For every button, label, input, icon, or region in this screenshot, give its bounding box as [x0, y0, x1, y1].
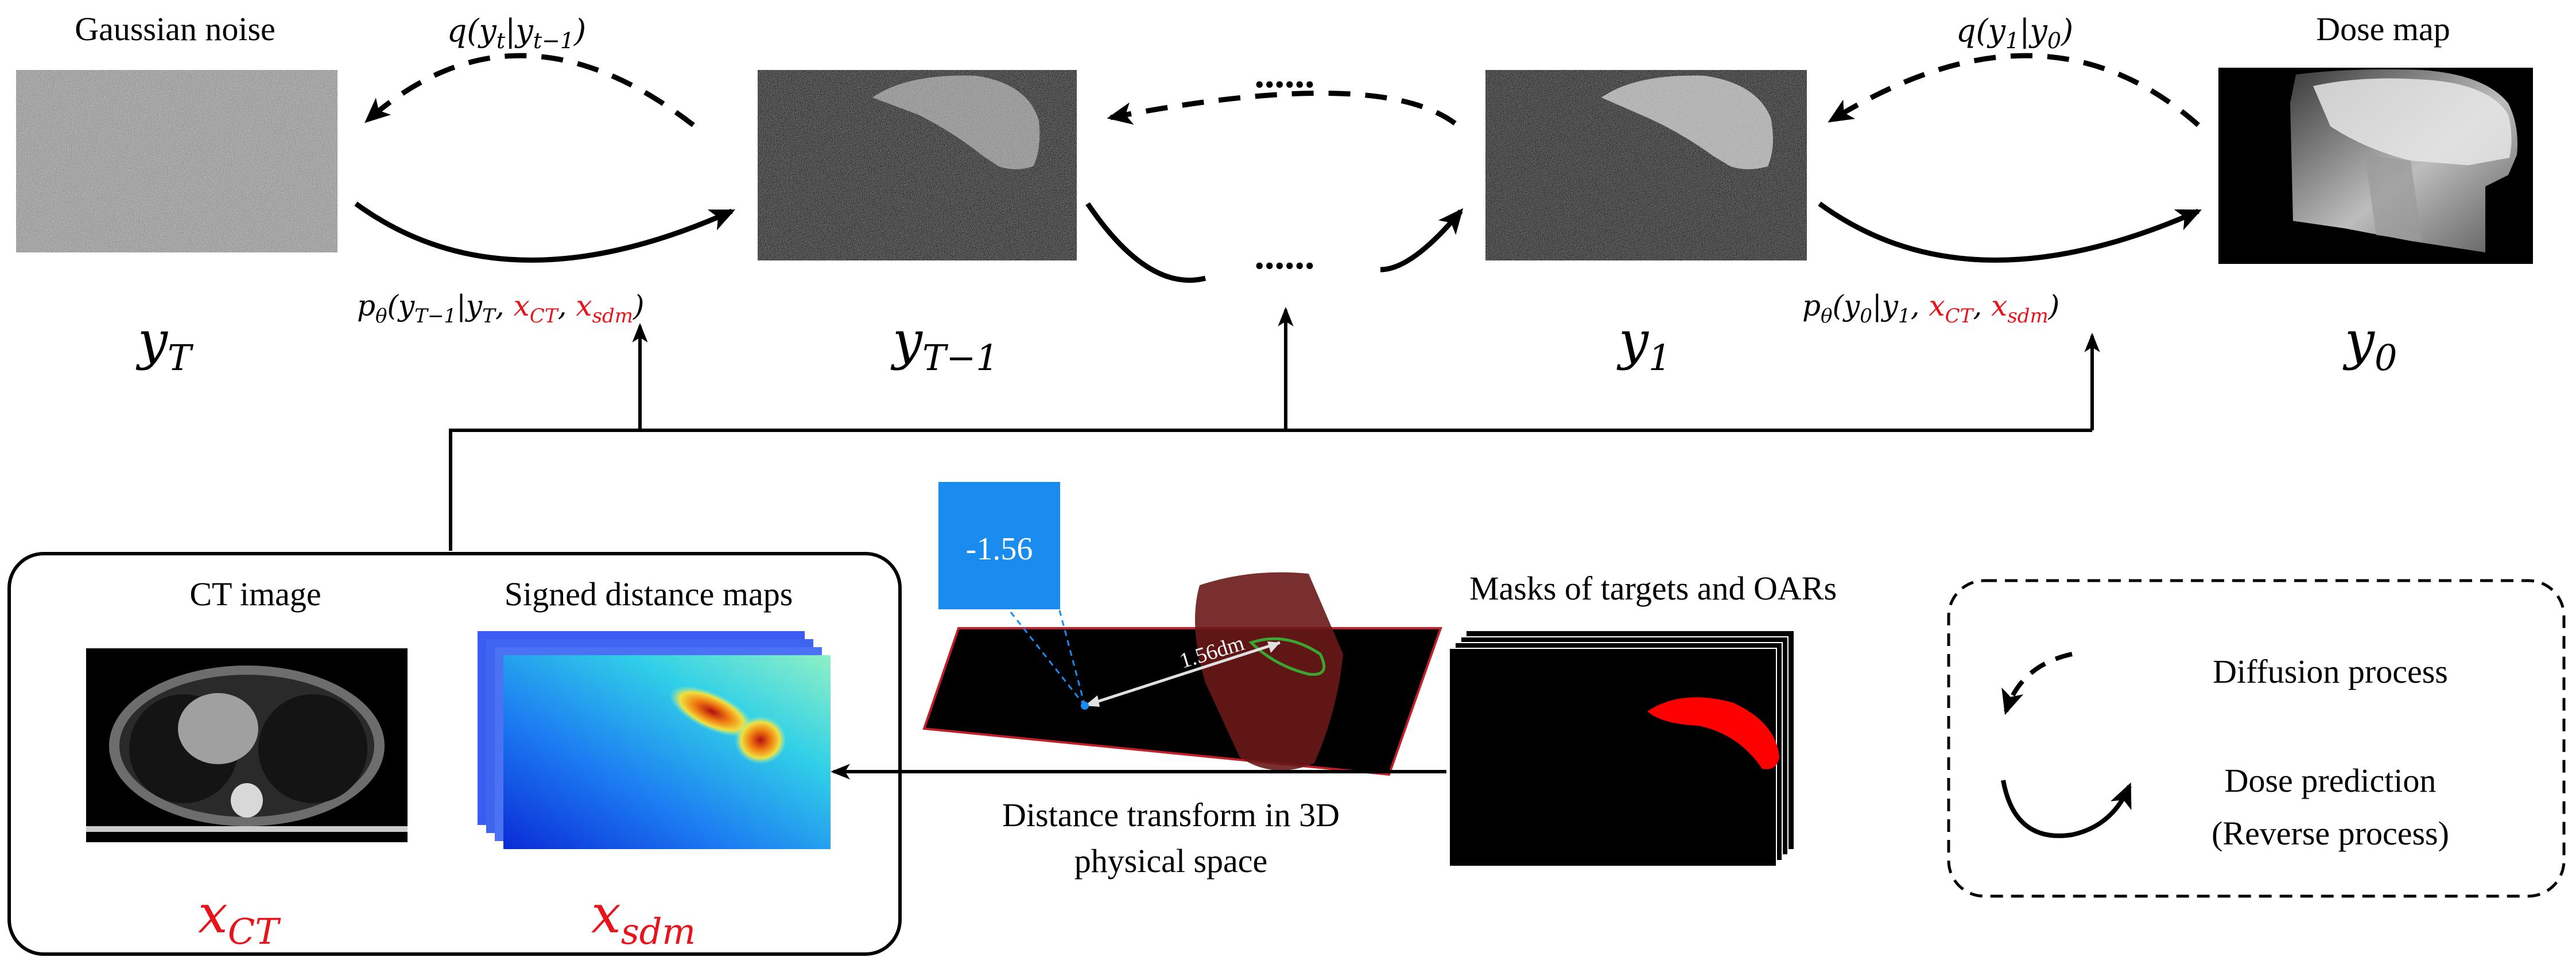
- sdm-stack: [478, 631, 831, 849]
- masks-stack: [1449, 631, 1794, 867]
- legend-reverse-icon: [2001, 780, 2132, 838]
- reverse-arrow-2-right: [1380, 208, 1464, 273]
- diffusion-arrow-2-right: [1107, 90, 1457, 126]
- condition-inputs-box: [7, 552, 902, 956]
- legend-box: [1947, 579, 2566, 898]
- diffusion-arrow-3: [1828, 53, 2200, 127]
- condition-connectors: [449, 306, 2100, 551]
- reverse-arrow-2-left: [1085, 202, 1206, 283]
- q-1-label: q(y1|y0): [1956, 13, 2073, 53]
- distance-value-callout: [938, 482, 1060, 609]
- ct-image-label: CT image: [189, 575, 321, 613]
- x-sdm-symbol: xsdm: [591, 884, 696, 952]
- x-CT-symbol: xCT: [198, 884, 281, 952]
- y-T-minus-1-symbol: yT−1: [890, 310, 999, 379]
- masks-label: Masks of targets and OARs: [1469, 570, 1837, 607]
- sdm-label: Signed distance maps: [505, 575, 793, 613]
- legend-dose-line2: (Reverse process): [2212, 815, 2449, 852]
- transform-label-line2: physical space: [1074, 842, 1268, 880]
- y-T-symbol: yT: [135, 310, 194, 379]
- legend-diffusion-icon: [2001, 652, 2073, 715]
- transform-label-line1: Distance transform in 3D: [1002, 796, 1340, 834]
- reverse-arrow-3: [1818, 201, 2202, 263]
- y-0-symbol: y0: [2342, 310, 2397, 379]
- diffusion-arrow-1: [364, 53, 695, 127]
- ct-image: [86, 648, 408, 842]
- ellipsis-top: ......: [1255, 52, 1315, 96]
- dose-map-label: Dose map: [2316, 10, 2450, 48]
- p-theta-left-label: pθ(yT−1|yT, xCT, xsdm): [357, 289, 645, 328]
- gaussian-noise-label: Gaussian noise: [75, 10, 276, 48]
- ellipsis-bottom: ......: [1255, 234, 1315, 278]
- reverse-arrow-1: [354, 201, 736, 263]
- y-1-symbol: y1: [1616, 310, 1671, 379]
- legend-diffusion-label: Diffusion process: [2213, 653, 2448, 690]
- y-T-minus-1-image: [758, 70, 1077, 260]
- p-theta-right-label: pθ(y0|y1, xCT, xsdm): [1802, 289, 2059, 328]
- distance-value-text: -1.56: [966, 531, 1033, 567]
- distance-3d-illustration: [922, 567, 1442, 776]
- y-1-image: [1485, 70, 1807, 260]
- dose-map-image: [2218, 68, 2533, 264]
- gaussian-noise-image: [16, 70, 337, 252]
- q-t-label: q(yt|yt−1): [447, 13, 587, 53]
- legend-dose-line1: Dose prediction: [2225, 762, 2437, 799]
